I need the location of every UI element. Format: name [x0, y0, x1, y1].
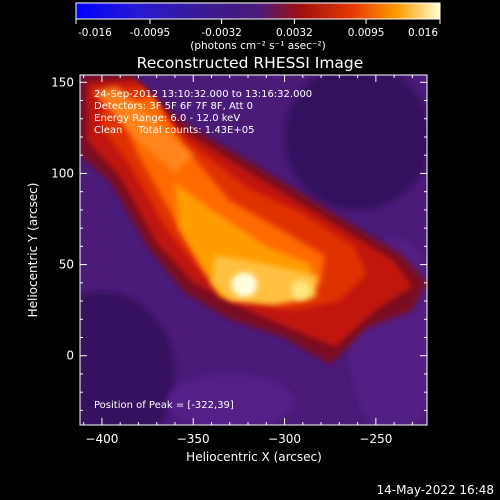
- x-axis-label: Heliocentric X (arcsec): [186, 450, 322, 464]
- annotation-energy-range: Energy Range: 6.0 - 12.0 keV: [94, 113, 240, 124]
- colorbar-tick-label: 0.016: [408, 27, 438, 39]
- y-axis-label: Heliocentric Y (arcsec): [26, 183, 40, 318]
- colorbar-tick-label: -0.0095: [130, 27, 171, 39]
- x-tick-label: −250: [359, 432, 392, 446]
- background-patch: [284, 75, 427, 210]
- secondary-peak: [290, 280, 311, 301]
- emission-map: [80, 75, 427, 365]
- colorbar-tick-label: 0.0095: [348, 27, 385, 39]
- annotation-time-range: 24-Sep-2012 13:10:32.000 to 13:16:32.000: [94, 89, 312, 100]
- colorbar-tick-labels: -0.016 -0.0095 -0.0032 0.0032 0.0095 0.016: [78, 27, 438, 39]
- colorbar-tick-label: -0.016: [78, 27, 112, 39]
- y-tick-label: 0: [66, 349, 74, 363]
- annotation-clean-counts: Clean Total counts: 1.43E+05: [94, 125, 254, 136]
- colorbar-ticks: [75, 19, 441, 24]
- y-tick-label: 150: [51, 75, 74, 89]
- annotation-detectors: Detectors: 3F 5F 6F 7F 8F, Att 0: [94, 101, 253, 112]
- x-tick-label: −300: [268, 432, 301, 446]
- x-tick-label: −350: [177, 432, 210, 446]
- y-axis-ticks: 0 50 100 150: [51, 75, 427, 411]
- plot-frame: [79, 74, 428, 426]
- background-patch: [165, 373, 294, 425]
- colorbar-tick-label: 0.0032: [276, 27, 313, 39]
- peak-position-label: Position of Peak = [-322,39]: [94, 400, 234, 411]
- y-tick-label: 100: [51, 166, 74, 180]
- emission-streak: [92, 85, 194, 174]
- annotation-block: 24-Sep-2012 13:10:32.000 to 13:16:32.000…: [94, 89, 312, 136]
- colorbar-tick-label: -0.0032: [201, 27, 242, 39]
- primary-peak: [231, 272, 258, 297]
- colorbar-unit-label: (photons cm⁻² s⁻¹ asec⁻²): [190, 40, 325, 52]
- x-tick-label: −400: [85, 432, 118, 446]
- x-axis-ticks: −400 −350 −300 −250: [83, 75, 413, 446]
- colorbar: [75, 2, 441, 20]
- plot-area: [80, 75, 427, 425]
- background-patch: [80, 291, 175, 425]
- chart-title: Reconstructed RHESSI Image: [137, 54, 364, 72]
- footer-timestamp: 14-May-2022 16:48: [377, 483, 494, 497]
- y-tick-label: 50: [59, 258, 74, 272]
